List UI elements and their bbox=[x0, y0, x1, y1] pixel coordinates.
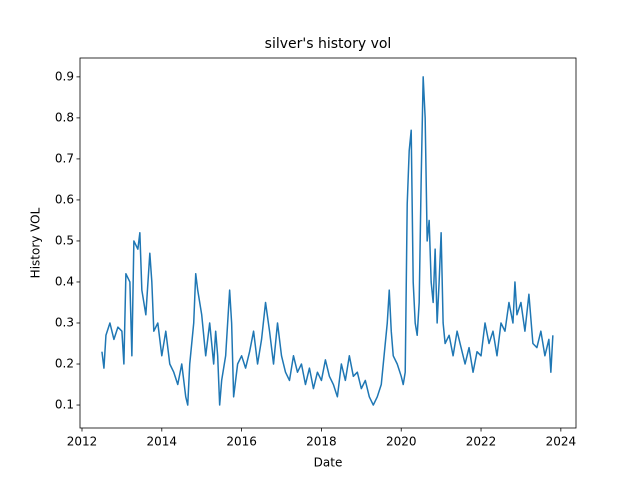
plot-frame bbox=[79, 57, 577, 429]
y-tick-label: 0.7 bbox=[55, 151, 74, 165]
y-tick-label: 0.5 bbox=[55, 233, 74, 247]
data-line bbox=[101, 76, 554, 406]
y-tick-label: 0.9 bbox=[55, 69, 74, 83]
y-tick-label: 0.2 bbox=[55, 357, 74, 371]
y-tick-label: 0.4 bbox=[55, 274, 74, 288]
x-tick-label: 2020 bbox=[386, 435, 417, 449]
x-tick-label: 2018 bbox=[306, 435, 337, 449]
y-tick-label: 0.3 bbox=[55, 315, 74, 329]
x-tick-label: 2014 bbox=[147, 435, 178, 449]
x-tick-label: 2022 bbox=[466, 435, 497, 449]
x-axis-label: Date bbox=[314, 456, 343, 470]
y-tick-label: 0.1 bbox=[55, 398, 74, 412]
y-tick-label: 0.8 bbox=[55, 110, 74, 124]
y-axis-label: History VOL bbox=[29, 207, 43, 278]
x-tick-label: 2012 bbox=[67, 435, 98, 449]
x-tick-label: 2024 bbox=[546, 435, 577, 449]
x-tick-label: 2016 bbox=[226, 435, 257, 449]
y-tick-label: 0.6 bbox=[55, 192, 74, 206]
chart-title: silver's history vol bbox=[265, 36, 392, 52]
